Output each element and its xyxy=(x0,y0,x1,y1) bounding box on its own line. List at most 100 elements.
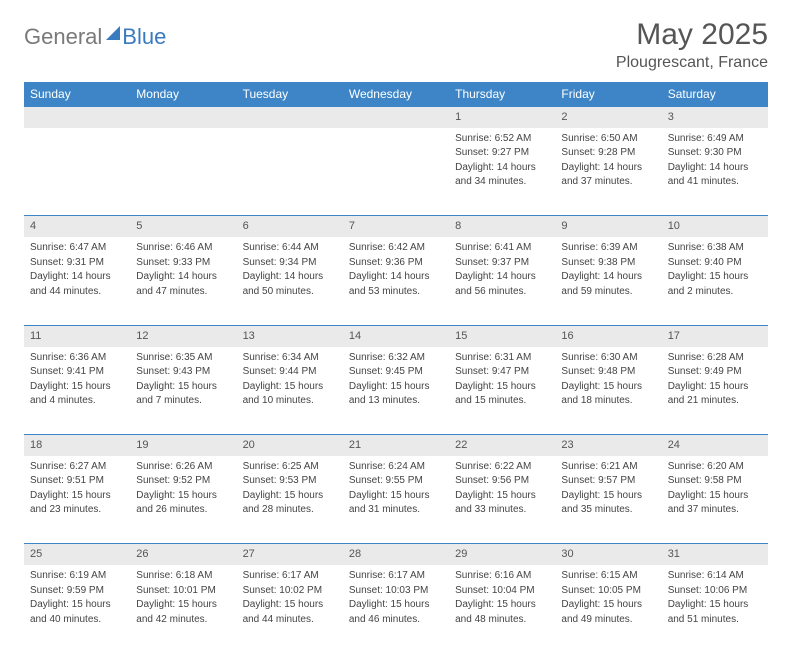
sunset-text: Sunset: 9:48 PM xyxy=(561,365,655,379)
day-cell: Sunrise: 6:38 AMSunset: 9:40 PMDaylight:… xyxy=(662,237,768,325)
day2-text: and 56 minutes. xyxy=(455,285,549,299)
day-number: 8 xyxy=(449,216,555,237)
sunrise-text: Sunrise: 6:16 AM xyxy=(455,569,549,583)
logo-text-blue: Blue xyxy=(122,24,166,50)
day2-text: and 31 minutes. xyxy=(349,503,443,517)
day-cell: Sunrise: 6:49 AMSunset: 9:30 PMDaylight:… xyxy=(662,128,768,216)
day1-text: Daylight: 15 hours xyxy=(455,489,549,503)
sunrise-text: Sunrise: 6:36 AM xyxy=(30,351,124,365)
sunrise-text: Sunrise: 6:46 AM xyxy=(136,241,230,255)
sunset-text: Sunset: 9:49 PM xyxy=(668,365,762,379)
sunrise-text: Sunrise: 6:52 AM xyxy=(455,132,549,146)
day-number: 12 xyxy=(130,325,236,346)
day1-text: Daylight: 15 hours xyxy=(349,598,443,612)
sunset-text: Sunset: 10:02 PM xyxy=(243,584,337,598)
day-cell xyxy=(343,128,449,216)
day-cell: Sunrise: 6:27 AMSunset: 9:51 PMDaylight:… xyxy=(24,456,130,544)
sunrise-text: Sunrise: 6:21 AM xyxy=(561,460,655,474)
day-cell: Sunrise: 6:34 AMSunset: 9:44 PMDaylight:… xyxy=(237,347,343,435)
sunset-text: Sunset: 9:27 PM xyxy=(455,146,549,160)
sunrise-text: Sunrise: 6:19 AM xyxy=(30,569,124,583)
day2-text: and 37 minutes. xyxy=(668,503,762,517)
day1-text: Daylight: 15 hours xyxy=(30,489,124,503)
sunset-text: Sunset: 9:37 PM xyxy=(455,256,549,270)
sunset-text: Sunset: 9:53 PM xyxy=(243,474,337,488)
day1-text: Daylight: 15 hours xyxy=(136,380,230,394)
day1-text: Daylight: 15 hours xyxy=(243,489,337,503)
day-number: 9 xyxy=(555,216,661,237)
daynum-row: 45678910 xyxy=(24,216,768,237)
sunset-text: Sunset: 9:34 PM xyxy=(243,256,337,270)
day1-text: Daylight: 14 hours xyxy=(668,161,762,175)
sunset-text: Sunset: 10:06 PM xyxy=(668,584,762,598)
day2-text: and 23 minutes. xyxy=(30,503,124,517)
day2-text: and 48 minutes. xyxy=(455,613,549,627)
day2-text: and 53 minutes. xyxy=(349,285,443,299)
day-cell xyxy=(130,128,236,216)
day2-text: and 28 minutes. xyxy=(243,503,337,517)
sunrise-text: Sunrise: 6:35 AM xyxy=(136,351,230,365)
sunrise-text: Sunrise: 6:17 AM xyxy=(243,569,337,583)
day1-text: Daylight: 15 hours xyxy=(455,598,549,612)
day-number: 22 xyxy=(449,435,555,456)
day1-text: Daylight: 15 hours xyxy=(668,380,762,394)
sunrise-text: Sunrise: 6:14 AM xyxy=(668,569,762,583)
day1-text: Daylight: 14 hours xyxy=(136,270,230,284)
sunrise-text: Sunrise: 6:31 AM xyxy=(455,351,549,365)
day2-text: and 40 minutes. xyxy=(30,613,124,627)
daynum-row: 11121314151617 xyxy=(24,325,768,346)
day1-text: Daylight: 14 hours xyxy=(455,270,549,284)
day-cell: Sunrise: 6:39 AMSunset: 9:38 PMDaylight:… xyxy=(555,237,661,325)
day-number xyxy=(237,107,343,128)
day2-text: and 59 minutes. xyxy=(561,285,655,299)
day-number: 17 xyxy=(662,325,768,346)
day-number: 19 xyxy=(130,435,236,456)
day2-text: and 51 minutes. xyxy=(668,613,762,627)
day-cell: Sunrise: 6:21 AMSunset: 9:57 PMDaylight:… xyxy=(555,456,661,544)
day-number: 27 xyxy=(237,544,343,565)
sunset-text: Sunset: 9:59 PM xyxy=(30,584,124,598)
day-number: 28 xyxy=(343,544,449,565)
details-row: Sunrise: 6:52 AMSunset: 9:27 PM Daylight:… xyxy=(24,128,768,216)
sunrise-text: Sunrise: 6:28 AM xyxy=(668,351,762,365)
day-cell: Sunrise: 6:50 AMSunset: 9:28 PMDaylight:… xyxy=(555,128,661,216)
weekday-header: Sunday xyxy=(24,82,130,107)
day-number: 10 xyxy=(662,216,768,237)
arrow-icon xyxy=(106,26,120,40)
day1-text: Daylight: 15 hours xyxy=(349,380,443,394)
day-cell: Sunrise: 6:35 AMSunset: 9:43 PMDaylight:… xyxy=(130,347,236,435)
day-cell: Sunrise: 6:17 AMSunset: 10:03 PMDaylight… xyxy=(343,565,449,653)
day-number: 2 xyxy=(555,107,661,128)
day-number: 18 xyxy=(24,435,130,456)
day-number: 26 xyxy=(130,544,236,565)
details-row: Sunrise: 6:36 AMSunset: 9:41 PMDaylight:… xyxy=(24,347,768,435)
day-cell: Sunrise: 6:46 AMSunset: 9:33 PMDaylight:… xyxy=(130,237,236,325)
day1-text: Daylight: 14 hours xyxy=(243,270,337,284)
sunrise-text: Sunrise: 6:38 AM xyxy=(668,241,762,255)
day2-text: and 15 minutes. xyxy=(455,394,549,408)
day1-text: Daylight: 14 hours xyxy=(561,161,655,175)
day-number: 3 xyxy=(662,107,768,128)
day-number: 29 xyxy=(449,544,555,565)
day-cell: Sunrise: 6:20 AMSunset: 9:58 PMDaylight:… xyxy=(662,456,768,544)
day2-text: and 34 minutes. xyxy=(455,175,549,189)
day-cell: Sunrise: 6:52 AMSunset: 9:27 PMDaylight:… xyxy=(449,128,555,216)
day1-text: Daylight: 15 hours xyxy=(243,598,337,612)
sunset-text: Sunset: 9:44 PM xyxy=(243,365,337,379)
day1-text: Daylight: 15 hours xyxy=(668,598,762,612)
day-cell: Sunrise: 6:31 AMSunset: 9:47 PMDaylight:… xyxy=(449,347,555,435)
day1-text: Daylight: 15 hours xyxy=(561,489,655,503)
sunrise-text: Sunrise: 6:30 AM xyxy=(561,351,655,365)
sunrise-text: Sunrise: 6:34 AM xyxy=(243,351,337,365)
sunrise-text: Sunrise: 6:20 AM xyxy=(668,460,762,474)
day2-text: and 47 minutes. xyxy=(136,285,230,299)
sunset-text: Sunset: 9:52 PM xyxy=(136,474,230,488)
day-cell: Sunrise: 6:17 AMSunset: 10:02 PMDaylight… xyxy=(237,565,343,653)
day-cell: Sunrise: 6:14 AMSunset: 10:06 PMDaylight… xyxy=(662,565,768,653)
day2-text: and 49 minutes. xyxy=(561,613,655,627)
day1-text: Daylight: 15 hours xyxy=(349,489,443,503)
day1-text: Daylight: 15 hours xyxy=(243,380,337,394)
day2-text: and 41 minutes. xyxy=(668,175,762,189)
sunset-text: Sunset: 9:58 PM xyxy=(668,474,762,488)
day-number: 1 xyxy=(449,107,555,128)
